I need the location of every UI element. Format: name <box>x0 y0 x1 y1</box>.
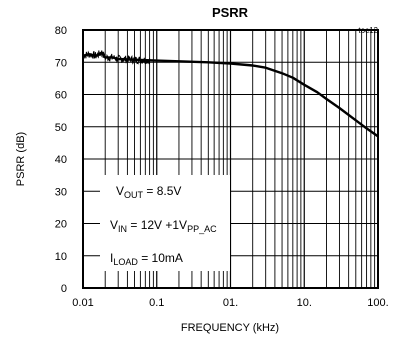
x-tick-label: 0.01 <box>72 297 93 309</box>
x-tick-label: 0.1 <box>149 297 164 309</box>
plot-frame <box>82 29 379 289</box>
y-tick-label: 40 <box>55 154 67 166</box>
y-tick-label: 20 <box>55 219 67 231</box>
y-tick-label: 10 <box>55 251 67 263</box>
x-axis-label: FREQUENCY (kHz) <box>181 322 279 334</box>
y-tick-label: 60 <box>55 90 67 102</box>
y-tick-label: 0 <box>61 283 67 295</box>
x-tick-label: 01. <box>223 297 238 309</box>
y-axis-label: PSRR (dB) <box>15 132 27 186</box>
y-tick-label: 30 <box>55 186 67 198</box>
annotation-iload: ILOAD = 10mA <box>110 251 183 267</box>
annotation-box <box>100 175 230 271</box>
y-tick-label: 80 <box>55 25 67 37</box>
x-tick-label: 100. <box>367 297 388 309</box>
annotation-vin: VIN = 12V +1VPP_AC <box>110 218 217 234</box>
tick-labels: 0 10 20 30 40 50 60 70 80 0.01 0.1 01. 10. 100. <box>55 25 389 309</box>
x-tick-label: 10. <box>297 297 312 309</box>
annotation-vout: VOUT = 8.5V <box>116 184 181 200</box>
chart-title: PSRR <box>212 5 249 20</box>
y-tick-label: 50 <box>55 122 67 134</box>
y-tick-label: 70 <box>55 57 67 69</box>
psrr-noise-trace <box>82 50 151 65</box>
